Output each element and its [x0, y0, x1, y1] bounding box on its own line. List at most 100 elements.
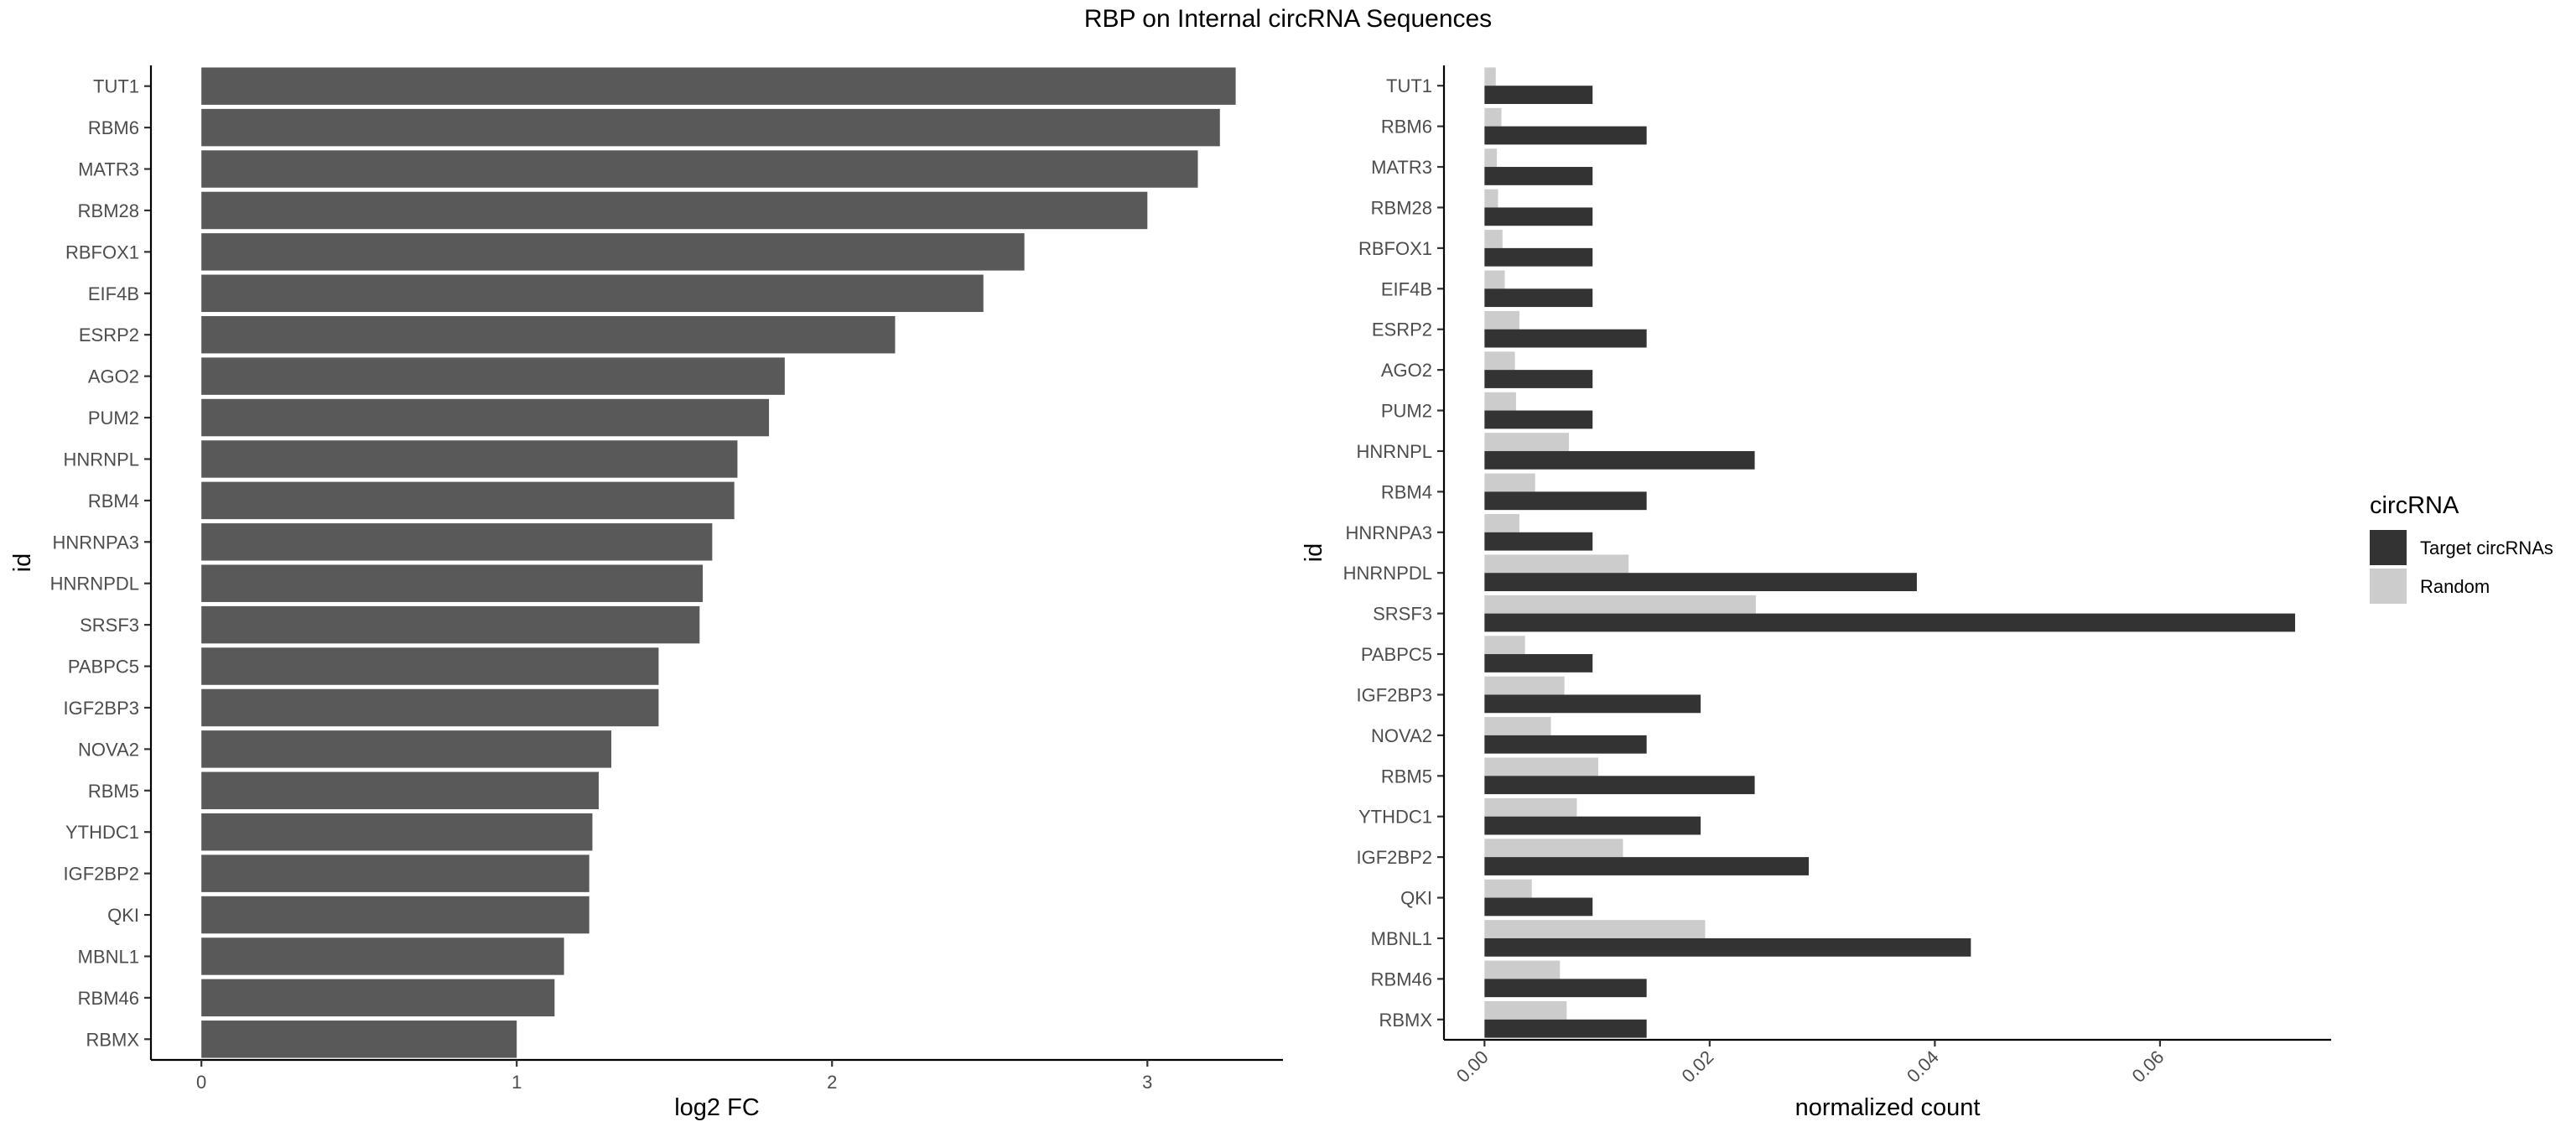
y-tick-label-left: SRSF3	[80, 615, 139, 636]
bar-target-pabpc5	[1484, 654, 1593, 673]
bar-random-rbfox1	[1484, 230, 1503, 248]
bar-target-hnrnpdl	[1484, 573, 1917, 591]
legend-key-random	[2370, 569, 2407, 604]
bar-random-hnrnpa3	[1484, 514, 1519, 532]
y-tick-label-right: YTHDC1	[1358, 807, 1432, 828]
bar-random-mbnl1	[1484, 920, 1706, 938]
y-tick-label-right: RBM46	[1371, 969, 1432, 989]
y-tick-label-right: HNRNPDL	[1343, 563, 1432, 584]
y-tick-label-right: TUT1	[1386, 75, 1432, 96]
x-tick-label-right: 0.02	[1677, 1046, 1717, 1087]
bar-target-eif4b	[1484, 288, 1593, 308]
x-tick-label-left: 2	[827, 1072, 837, 1093]
bar-random-rbm4	[1484, 473, 1535, 492]
bar-log2fc-eif4b	[201, 274, 984, 313]
y-tick-label-left: MATR3	[78, 159, 139, 180]
bar-random-rbm46	[1484, 960, 1561, 979]
bar-random-rbm6	[1484, 107, 1502, 127]
bar-log2fc-rbm5	[201, 771, 599, 810]
y-tick-label-right: RBM28	[1371, 197, 1432, 218]
y-tick-label-left: EIF4B	[88, 283, 139, 304]
y-tick-label-left: RBM46	[78, 988, 139, 1009]
bar-random-rbm28	[1484, 189, 1498, 208]
y-tick-label-left: RBM6	[88, 117, 139, 138]
bar-random-tut1	[1484, 67, 1496, 86]
bar-target-matr3	[1484, 167, 1593, 185]
bar-target-rbm6	[1484, 126, 1647, 145]
bar-log2fc-qki	[201, 896, 589, 934]
bar-target-rbm28	[1484, 207, 1593, 226]
bar-target-nova2	[1484, 735, 1647, 754]
y-tick-label-left: RBFOX1	[65, 242, 139, 262]
bar-log2fc-rbmx	[201, 1021, 517, 1058]
bar-target-qki	[1484, 897, 1593, 917]
y-tick-label-left: RBMX	[86, 1029, 139, 1050]
bar-target-tut1	[1484, 86, 1593, 104]
bar-random-pum2	[1484, 392, 1516, 411]
bar-random-nova2	[1484, 717, 1551, 735]
y-tick-label-left: IGF2BP2	[64, 864, 139, 885]
bar-target-srsf3	[1484, 613, 2296, 632]
bar-log2fc-pum2	[201, 398, 770, 437]
legend-title: circRNA	[2370, 492, 2459, 519]
bar-target-pum2	[1484, 410, 1593, 429]
legend-key-target-circrnas	[2370, 530, 2407, 565]
bar-random-esrp2	[1484, 310, 1519, 330]
x-axis-title-right: normalized count	[1795, 1094, 1981, 1121]
x-tick-label-right: 0.00	[1452, 1046, 1493, 1087]
y-tick-label-left: TUT1	[93, 76, 139, 97]
x-tick-label-left: 0	[196, 1072, 206, 1093]
y-tick-label-left: HNRNPA3	[52, 532, 139, 553]
y-tick-label-right: RBM5	[1381, 766, 1432, 787]
bar-log2fc-rbm46	[201, 979, 555, 1017]
bar-target-rbm46	[1484, 979, 1647, 998]
bar-random-matr3	[1484, 148, 1498, 168]
bar-log2fc-tut1	[201, 67, 1236, 105]
y-tick-label-left: HNRNPDL	[50, 574, 139, 595]
bar-target-igf2bp3	[1484, 694, 1701, 714]
y-tick-label-right: RBMX	[1379, 1010, 1432, 1031]
bar-target-ythdc1	[1484, 816, 1701, 835]
bar-log2fc-esrp2	[201, 315, 896, 354]
y-tick-label-right: HNRNPL	[1357, 441, 1432, 462]
y-tick-label-right: AGO2	[1381, 360, 1432, 381]
figure-title: RBP on Internal circRNA Sequences	[1084, 5, 1492, 33]
y-tick-label-left: PABPC5	[68, 657, 139, 678]
y-tick-label-right: EIF4B	[1381, 278, 1432, 299]
x-axis-title-left: log2 FC	[674, 1094, 760, 1121]
bar-target-hnrnpl	[1484, 450, 1755, 470]
y-tick-label-right: MBNL1	[1371, 928, 1432, 949]
y-axis-title-right: id	[1301, 543, 1327, 563]
y-tick-label-right: NOVA2	[1371, 725, 1432, 746]
y-tick-label-left: RBM4	[88, 491, 139, 512]
legend: circRNA Target circRNAs Random	[2370, 492, 2553, 604]
bar-log2fc-pabpc5	[201, 647, 659, 685]
bar-log2fc-matr3	[201, 150, 1198, 188]
bar-random-rbmx	[1484, 1001, 1567, 1020]
normalized-count-bar-chart: TUT1 RBM6 MATR3 RBM28 RBFOX1 EIF4B ESRP2 AGO2 PU…	[1301, 65, 2331, 1121]
y-tick-label-left: ESRP2	[79, 325, 139, 345]
y-tick-label-right: ESRP2	[1372, 319, 1432, 340]
bar-target-hnrnpa3	[1484, 532, 1593, 551]
y-tick-label-left: HNRNPL	[64, 449, 139, 470]
y-axis-title-left: id	[9, 553, 36, 573]
bar-target-rbfox1	[1484, 247, 1593, 267]
y-tick-label-right: SRSF3	[1373, 604, 1432, 625]
legend-label-target-circrnas: Target circRNAs	[2420, 538, 2553, 558]
bar-log2fc-hnrnpl	[201, 440, 738, 478]
y-tick-label-right: HNRNPA3	[1345, 522, 1432, 543]
bar-log2fc-ago2	[201, 357, 785, 395]
legend-label-random: Random	[2420, 576, 2490, 597]
bar-target-rbmx	[1484, 1019, 1647, 1038]
y-tick-label-left: AGO2	[88, 366, 139, 387]
bar-random-hnrnpdl	[1484, 554, 1629, 574]
bar-log2fc-ythdc1	[201, 813, 593, 851]
bar-target-rbm4	[1484, 491, 1647, 511]
bar-target-rbm5	[1484, 776, 1755, 795]
bar-target-esrp2	[1484, 329, 1647, 348]
y-tick-label-right: PABPC5	[1361, 644, 1432, 665]
y-tick-label-right: RBM6	[1381, 117, 1432, 138]
bar-log2fc-hnrnpdl	[201, 564, 704, 602]
bar-log2fc-mbnl1	[201, 937, 564, 975]
